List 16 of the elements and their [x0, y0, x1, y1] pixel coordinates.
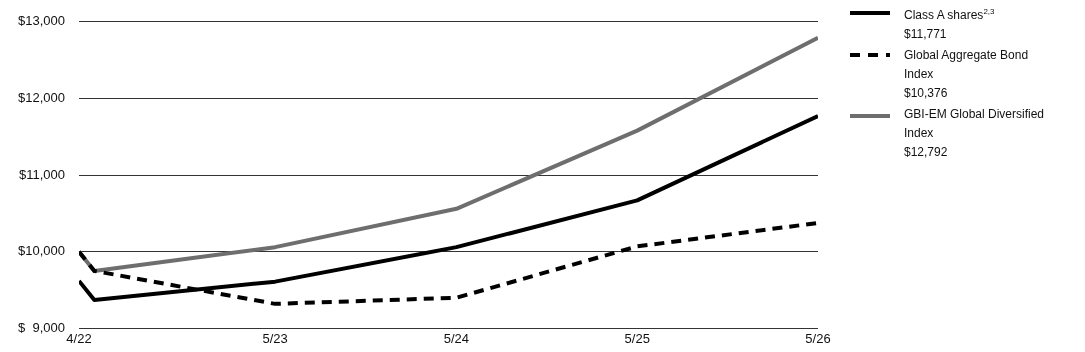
y-tick-label: $10,000: [17, 243, 65, 259]
y-tick-label: $12,000: [17, 90, 65, 106]
x-tick-label: 5/24: [443, 330, 470, 346]
text: $10,376: [904, 85, 949, 102]
legend-label: GBI-EM Global Diversified Index: [904, 106, 1046, 142]
x-tick-label: 5/26: [805, 330, 831, 346]
text: $11,771: [904, 26, 948, 43]
x-tick-label: 5/25: [624, 330, 650, 346]
x-tick-label: 4/22: [66, 330, 92, 346]
legend-label: Class A shares$^{2,3}$: [904, 6, 995, 24]
text: $12,792: [904, 144, 949, 161]
x-tick-label: 5/23: [262, 330, 288, 346]
y-tick-label: $ 9,000: [17, 319, 65, 335]
y-tick-label: $11,000: [18, 166, 65, 182]
legend-label: Global Aggregate Bond Index: [904, 47, 1030, 83]
y-tick-label: $13,000: [17, 13, 65, 29]
